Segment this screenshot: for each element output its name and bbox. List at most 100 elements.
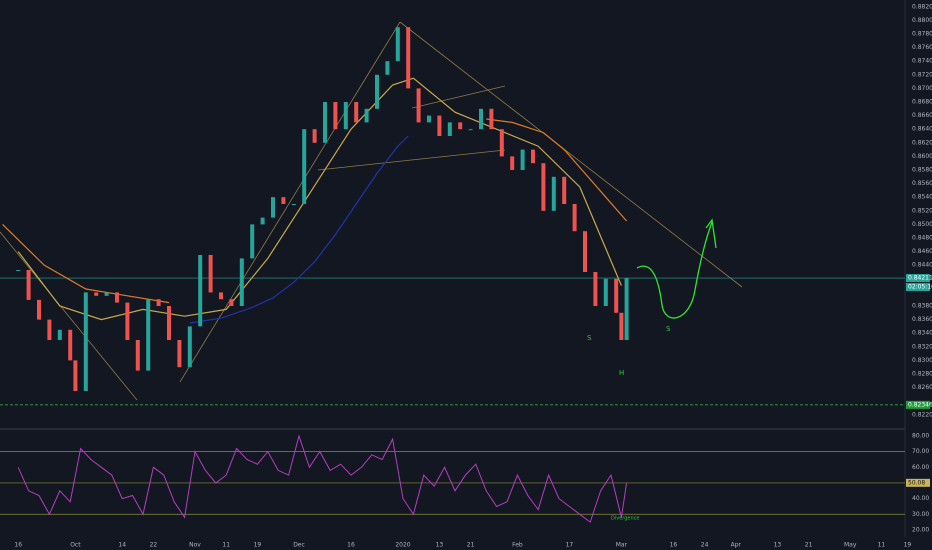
candle bbox=[499, 129, 504, 157]
candle bbox=[385, 61, 390, 75]
candle bbox=[541, 163, 546, 211]
x-tick-label: May bbox=[844, 542, 857, 549]
candle bbox=[343, 102, 348, 130]
candle bbox=[26, 269, 31, 300]
candle bbox=[427, 115, 431, 123]
annotation: Divergence bbox=[611, 516, 640, 522]
candle bbox=[271, 197, 275, 218]
candle bbox=[57, 329, 62, 340]
candle bbox=[73, 360, 78, 391]
annotation: S bbox=[587, 334, 592, 342]
candle bbox=[281, 197, 286, 204]
candle bbox=[406, 27, 411, 89]
x-tick-label: Nov bbox=[189, 542, 201, 549]
x-tick-label: 19 bbox=[254, 542, 262, 549]
candle bbox=[416, 88, 421, 123]
rsi-tick-label: 20.00 bbox=[912, 526, 929, 533]
candle bbox=[551, 176, 556, 211]
candle bbox=[510, 156, 515, 170]
moving-average bbox=[17, 77, 622, 321]
moving-average bbox=[2, 118, 628, 304]
candle bbox=[479, 108, 483, 130]
candle bbox=[619, 312, 624, 340]
rsi-tick-label: 70.00 bbox=[912, 448, 929, 455]
candle bbox=[239, 258, 244, 306]
countdown-label: 02:05:10 bbox=[908, 284, 932, 291]
candle bbox=[94, 292, 99, 296]
trendline bbox=[0, 231, 138, 401]
last-price-label: 0.84211 bbox=[908, 275, 932, 282]
projection-arrow bbox=[705, 218, 717, 249]
candle bbox=[156, 299, 161, 306]
x-tick-label: 11 bbox=[878, 542, 886, 549]
x-tick-label: 21 bbox=[467, 542, 475, 549]
x-tick-label: Oct bbox=[70, 542, 81, 549]
moving-average bbox=[189, 135, 409, 324]
rsi-tick-label: 40.00 bbox=[912, 495, 929, 502]
x-tick-label: 24 bbox=[701, 542, 709, 549]
candle bbox=[437, 115, 442, 136]
level-label: 0.82346 bbox=[908, 401, 932, 408]
x-tick-label: 2020 bbox=[395, 542, 410, 549]
candle bbox=[593, 272, 598, 306]
x-tick-label: 22 bbox=[150, 542, 158, 549]
x-tick-label: 13 bbox=[436, 542, 444, 549]
annotation: H bbox=[619, 369, 624, 377]
x-tick-label: 16 bbox=[670, 542, 678, 549]
x-tick-label: 21 bbox=[805, 542, 813, 549]
x-tick-label: 17 bbox=[566, 542, 574, 549]
candle bbox=[146, 299, 151, 371]
x-tick-label: Dec bbox=[293, 542, 305, 549]
candle bbox=[37, 299, 41, 320]
x-tick-label: 13 bbox=[774, 542, 782, 549]
candle bbox=[291, 204, 296, 205]
x-tick-label: 16 bbox=[14, 542, 22, 549]
level-label-bg bbox=[906, 400, 930, 409]
trendline bbox=[399, 21, 743, 288]
candle bbox=[260, 217, 265, 225]
x-tick-label: 14 bbox=[118, 542, 126, 549]
candle bbox=[624, 278, 629, 340]
candle bbox=[375, 74, 379, 109]
candle bbox=[364, 108, 369, 123]
x-tick-label: 11 bbox=[222, 542, 230, 549]
candle bbox=[520, 149, 525, 170]
candle bbox=[447, 122, 452, 136]
last-price-label-bg bbox=[906, 274, 930, 283]
rsi-tick-label: 80.00 bbox=[912, 432, 929, 439]
candle bbox=[83, 292, 88, 391]
triangle-bottom bbox=[317, 149, 506, 171]
candle bbox=[135, 340, 140, 371]
candle bbox=[177, 340, 182, 368]
candle bbox=[603, 278, 608, 306]
triangle-top bbox=[411, 85, 506, 109]
candle bbox=[16, 269, 21, 271]
candle bbox=[354, 102, 359, 123]
candle bbox=[468, 129, 473, 131]
candle bbox=[198, 255, 203, 327]
candle bbox=[333, 102, 338, 130]
candle bbox=[531, 149, 535, 164]
candle bbox=[208, 255, 213, 293]
